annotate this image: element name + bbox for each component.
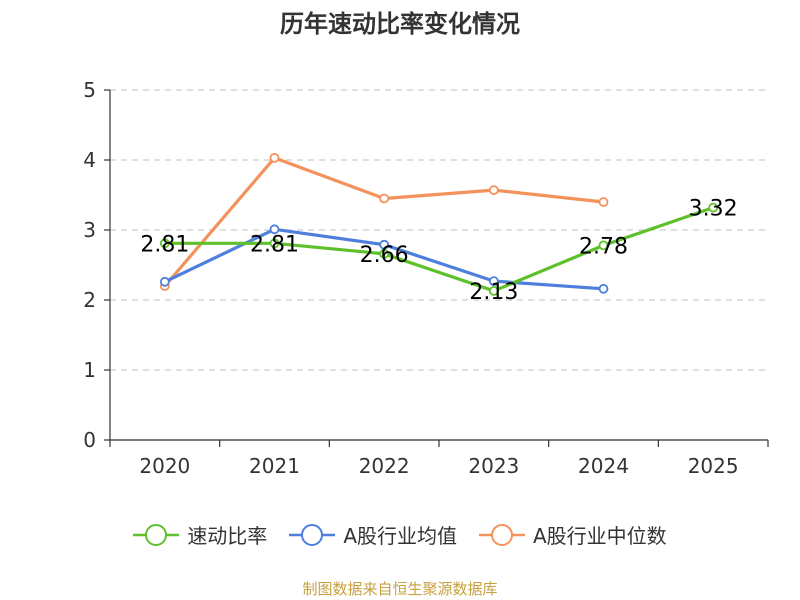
x-tick-label: 2023 [468,454,519,478]
legend-swatch-icon [479,523,525,546]
data-point [598,197,609,207]
data-label: 2.13 [469,280,518,305]
data-point [379,248,390,259]
data-point [488,185,499,196]
x-tick-label: 2025 [688,454,739,478]
y-tick-label: 1 [83,358,96,382]
data-point [379,239,390,250]
data-label: 2.78 [579,234,628,259]
data-point [488,285,499,296]
y-tick-label: 4 [83,148,96,172]
legend: 速动比率 A股行业均值 A股行业中位数 [0,520,800,549]
legend-label: 速动比率 [187,524,268,548]
y-tick-label: 3 [83,218,96,242]
data-point [269,238,280,249]
data-point [379,193,390,204]
legend-item[interactable]: A股行业中位数 [479,520,667,549]
legend-swatch-icon [289,523,336,546]
data-point [598,283,609,294]
legend-item[interactable]: 速动比率 [133,520,267,549]
data-point [488,276,499,287]
source-note: 制图数据来自恒生聚源数据库 [302,580,498,598]
y-tick-label: 0 [83,428,96,452]
data-point [269,152,280,163]
legend-label: A股行业均值 [343,524,457,548]
legend-label: A股行业中位数 [533,524,667,548]
y-tick-label: 2 [83,288,96,312]
chart-title: 历年速动比率变化情况 [280,10,520,38]
x-tick-label: 2022 [359,454,410,478]
data-label: 2.81 [250,232,299,257]
x-tick-label: 2020 [139,454,190,478]
data-point [708,202,719,213]
y-tick-label: 5 [83,78,96,102]
data-label: 3.32 [689,197,738,222]
data-point [159,276,170,287]
legend-swatch-icon [133,523,180,546]
data-point [159,238,170,249]
data-point [598,240,609,251]
series-line-0 [164,206,714,293]
x-tick-label: 2021 [249,454,300,478]
data-point [269,224,280,235]
data-label: 2.66 [360,243,409,268]
x-tick-label: 2024 [578,454,629,478]
legend-item[interactable]: A股行业均值 [289,520,457,549]
data-label: 2.81 [140,232,189,257]
